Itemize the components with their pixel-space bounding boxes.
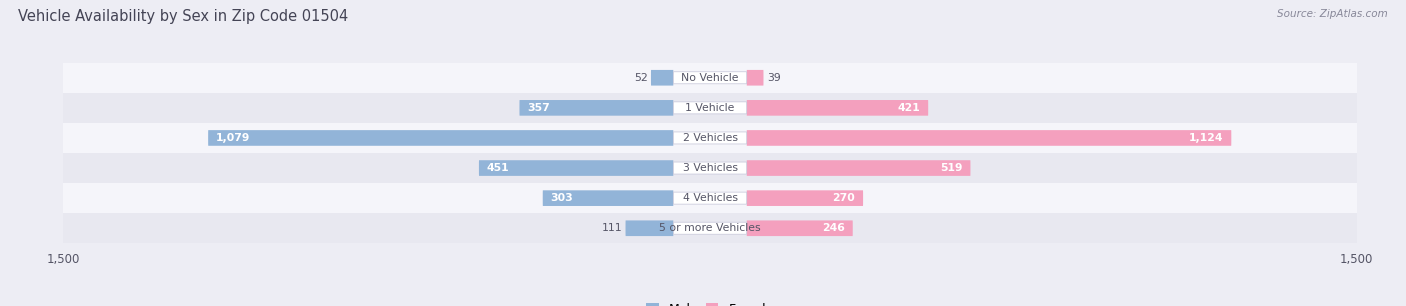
Text: 2 Vehicles: 2 Vehicles	[682, 133, 738, 143]
Text: 1,079: 1,079	[217, 133, 250, 143]
Bar	[63, 93, 1357, 123]
Bar	[63, 63, 1357, 93]
Text: 52: 52	[634, 73, 648, 83]
Text: 4 Vehicles: 4 Vehicles	[682, 193, 738, 203]
Text: 3 Vehicles: 3 Vehicles	[682, 163, 738, 173]
FancyBboxPatch shape	[747, 160, 970, 176]
FancyBboxPatch shape	[479, 160, 673, 176]
FancyBboxPatch shape	[747, 130, 1232, 146]
FancyBboxPatch shape	[673, 162, 747, 174]
FancyBboxPatch shape	[673, 72, 747, 84]
FancyBboxPatch shape	[747, 70, 763, 86]
Text: 246: 246	[823, 223, 845, 233]
FancyBboxPatch shape	[747, 100, 928, 116]
Text: No Vehicle: No Vehicle	[682, 73, 738, 83]
FancyBboxPatch shape	[673, 102, 747, 114]
FancyBboxPatch shape	[208, 130, 673, 146]
Text: 451: 451	[486, 163, 509, 173]
FancyBboxPatch shape	[747, 190, 863, 206]
Text: Vehicle Availability by Sex in Zip Code 01504: Vehicle Availability by Sex in Zip Code …	[18, 9, 349, 24]
FancyBboxPatch shape	[747, 220, 853, 236]
Text: 39: 39	[766, 73, 780, 83]
Text: 1,124: 1,124	[1189, 133, 1223, 143]
Text: 5 or more Vehicles: 5 or more Vehicles	[659, 223, 761, 233]
FancyBboxPatch shape	[673, 222, 747, 234]
Text: 1 Vehicle: 1 Vehicle	[685, 103, 735, 113]
Bar	[63, 213, 1357, 243]
FancyBboxPatch shape	[519, 100, 673, 116]
Legend: Male, Female: Male, Female	[647, 303, 773, 306]
Bar	[63, 123, 1357, 153]
Bar	[63, 183, 1357, 213]
Text: 519: 519	[941, 163, 963, 173]
Text: 270: 270	[832, 193, 855, 203]
FancyBboxPatch shape	[626, 220, 673, 236]
FancyBboxPatch shape	[651, 70, 673, 86]
FancyBboxPatch shape	[543, 190, 673, 206]
Text: 357: 357	[527, 103, 550, 113]
Text: 421: 421	[897, 103, 921, 113]
FancyBboxPatch shape	[673, 132, 747, 144]
Text: 111: 111	[602, 223, 621, 233]
Bar	[63, 153, 1357, 183]
FancyBboxPatch shape	[673, 192, 747, 204]
Text: Source: ZipAtlas.com: Source: ZipAtlas.com	[1277, 9, 1388, 19]
Text: 303: 303	[551, 193, 574, 203]
